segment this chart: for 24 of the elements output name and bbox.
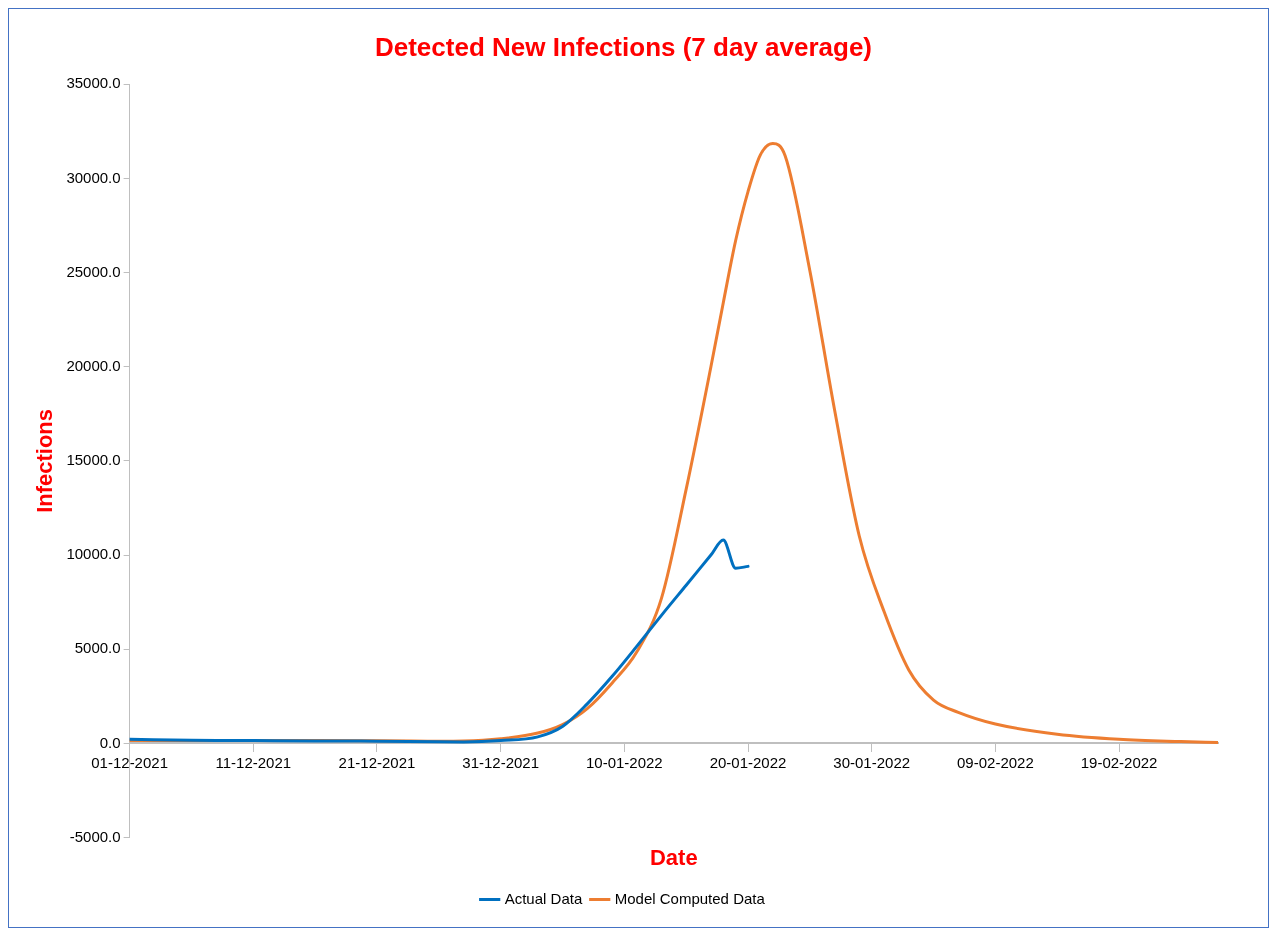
y-tick-label: 10000.0 — [66, 545, 121, 563]
y-tick-label: 0.0 — [99, 733, 121, 751]
x-tick-label: 01-12-2021 — [91, 753, 168, 771]
y-tick-label: 20000.0 — [66, 356, 121, 374]
y-tick-label: 35000.0 — [66, 74, 121, 92]
x-tick-label: 20-01-2022 — [709, 753, 787, 771]
legend-label: Actual Data — [504, 889, 583, 907]
y-tick-label: 30000.0 — [66, 168, 121, 186]
y-tick-label: 5000.0 — [74, 639, 121, 657]
y-tick-label: -5000.0 — [69, 827, 121, 845]
x-axis-title: Date — [649, 844, 698, 870]
x-tick-label: 19-02-2022 — [1080, 753, 1158, 771]
x-tick-label: 30-01-2022 — [833, 753, 911, 771]
x-tick-label: 09-02-2022 — [957, 753, 1034, 771]
x-tick-label: 21-12-2021 — [338, 753, 416, 771]
chart-title: Detected New Infections (7 day average) — [374, 31, 873, 62]
legend-label: Model Computed Data — [614, 889, 766, 907]
y-axis-title: Infections — [32, 408, 58, 513]
x-tick-label: 31-12-2021 — [462, 753, 540, 771]
y-tick-label: 25000.0 — [66, 262, 121, 280]
x-tick-label: 11-12-2021 — [215, 753, 292, 771]
line-series — [129, 538, 750, 744]
x-tick-label: 10-01-2022 — [585, 753, 663, 771]
y-tick-label: 15000.0 — [66, 451, 121, 469]
